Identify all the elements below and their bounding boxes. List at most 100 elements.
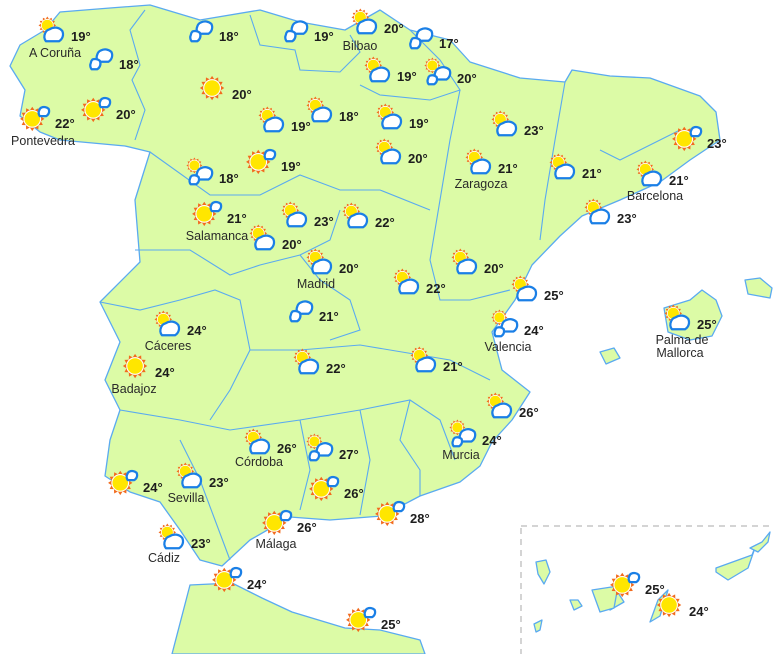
city-label: Salamanca xyxy=(185,229,249,243)
temperature-label: 18° xyxy=(339,109,359,124)
forecast-marker[interactable]: 26° xyxy=(260,506,317,536)
forecast-marker[interactable]: 23° xyxy=(172,461,229,491)
forecast-marker[interactable]: 25° xyxy=(660,303,717,333)
forecast-marker[interactable]: 21° xyxy=(282,295,339,325)
forecast-marker[interactable]: 20° xyxy=(195,73,252,103)
forecast-marker[interactable]: 20° xyxy=(245,223,302,253)
sun-cloud-icon xyxy=(360,55,396,85)
city-label: Barcelona xyxy=(626,189,684,203)
forecast-marker[interactable]: 20° xyxy=(79,93,136,123)
forecast-marker[interactable]: 26° xyxy=(240,427,297,457)
temperature-label: 22° xyxy=(375,215,395,230)
sun-cloud-icon xyxy=(482,391,518,421)
temperature-label: 20° xyxy=(339,261,359,276)
sun-small-cloud-icon xyxy=(260,506,296,536)
forecast-marker[interactable]: 24° xyxy=(106,466,163,496)
sun-small-cloud-icon xyxy=(344,603,380,633)
forecast-marker[interactable]: 20° xyxy=(420,57,477,87)
temperature-label: 27° xyxy=(339,447,359,462)
forecast-marker[interactable]: 24° xyxy=(652,590,709,620)
forecast-marker[interactable]: 20° xyxy=(302,247,359,277)
temperature-label: 26° xyxy=(297,520,317,535)
forecast-marker[interactable]: 25° xyxy=(608,568,665,598)
la-palma-island xyxy=(535,559,551,585)
temperature-label: 19° xyxy=(281,159,301,174)
forecast-marker[interactable]: 18° xyxy=(302,95,359,125)
forecast-marker[interactable]: 19° xyxy=(360,55,417,85)
sun-cloud-icon xyxy=(150,309,186,339)
forecast-marker[interactable]: 21° xyxy=(406,345,463,375)
temperature-label: 21° xyxy=(582,166,602,181)
temperature-label: 25° xyxy=(544,288,564,303)
forecast-marker[interactable]: 22° xyxy=(389,267,446,297)
temperature-label: 25° xyxy=(645,582,665,597)
forecast-marker[interactable]: 23° xyxy=(580,197,637,227)
forecast-marker[interactable]: 19° xyxy=(34,15,91,45)
sun-small-cloud-icon xyxy=(307,472,343,502)
forecast-marker[interactable]: 24° xyxy=(210,563,267,593)
forecast-marker[interactable]: 19° xyxy=(244,145,301,175)
clouds-icon xyxy=(277,15,313,45)
forecast-marker[interactable]: 19° xyxy=(277,15,334,45)
city-label: Bilbao xyxy=(342,39,378,53)
forecast-marker[interactable]: 24° xyxy=(487,309,544,339)
sun-small-cloud-icon xyxy=(190,197,226,227)
forecast-marker[interactable]: 17° xyxy=(402,22,459,52)
forecast-marker[interactable]: 21° xyxy=(545,152,602,182)
forecast-marker[interactable]: 20° xyxy=(447,247,504,277)
forecast-marker[interactable]: 21° xyxy=(190,197,247,227)
sun-cloud-icon xyxy=(338,201,374,231)
temperature-label: 25° xyxy=(381,617,401,632)
sun-small-cloud-icon xyxy=(18,102,54,132)
temperature-label: 20° xyxy=(484,261,504,276)
city-label: Sevilla xyxy=(167,491,205,505)
forecast-marker[interactable]: 19° xyxy=(254,105,311,135)
temperature-label: 23° xyxy=(314,214,334,229)
forecast-marker[interactable]: 22° xyxy=(18,102,75,132)
forecast-marker[interactable]: 20° xyxy=(371,137,428,167)
forecast-marker[interactable]: 25° xyxy=(344,603,401,633)
city-label: Mallorca xyxy=(656,346,704,360)
forecast-marker[interactable]: 24° xyxy=(150,309,207,339)
sun-cloud-icon xyxy=(277,200,313,230)
sun-small-cloud-icon xyxy=(106,466,142,496)
forecast-marker[interactable]: 26° xyxy=(307,472,364,502)
forecast-marker[interactable]: 18° xyxy=(182,157,239,187)
temperature-label: 22° xyxy=(326,361,346,376)
city-label: Pontevedra xyxy=(11,134,75,148)
temperature-label: 24° xyxy=(143,480,163,495)
forecast-marker[interactable]: 21° xyxy=(632,159,689,189)
temperature-label: 18° xyxy=(119,57,139,72)
city-label: Murcia xyxy=(442,448,480,462)
sun-cloud-icon xyxy=(545,152,581,182)
forecast-marker[interactable]: 23° xyxy=(670,122,727,152)
temperature-label: 22° xyxy=(426,281,446,296)
temperature-label: 24° xyxy=(689,604,709,619)
forecast-marker[interactable]: 20° xyxy=(347,7,404,37)
city-label: Málaga xyxy=(255,537,297,551)
forecast-marker[interactable]: 25° xyxy=(507,274,564,304)
sun-cloud-icon xyxy=(302,247,338,277)
forecast-marker[interactable]: 18° xyxy=(182,15,239,45)
forecast-marker[interactable]: 21° xyxy=(461,147,518,177)
forecast-marker[interactable]: 19° xyxy=(372,102,429,132)
forecast-marker[interactable]: 26° xyxy=(482,391,539,421)
temperature-label: 22° xyxy=(55,116,75,131)
forecast-marker[interactable]: 23° xyxy=(487,109,544,139)
forecast-marker[interactable]: 23° xyxy=(277,200,334,230)
forecast-marker[interactable]: 24° xyxy=(118,351,175,381)
forecast-marker[interactable]: 27° xyxy=(302,433,359,463)
forecast-marker[interactable]: 22° xyxy=(289,347,346,377)
forecast-marker[interactable]: 23° xyxy=(154,522,211,552)
temperature-label: 18° xyxy=(219,29,239,44)
temperature-label: 19° xyxy=(314,29,334,44)
temperature-label: 21° xyxy=(498,161,518,176)
forecast-marker[interactable]: 22° xyxy=(338,201,395,231)
sun-small-cloud-icon xyxy=(244,145,280,175)
clouds-icon xyxy=(402,22,438,52)
forecast-marker[interactable]: 24° xyxy=(445,419,502,449)
forecast-marker[interactable]: 28° xyxy=(373,497,430,527)
forecast-marker[interactable]: 18° xyxy=(82,43,139,73)
sun-cloud-icon xyxy=(660,303,696,333)
city-label: Badajoz xyxy=(111,382,157,396)
